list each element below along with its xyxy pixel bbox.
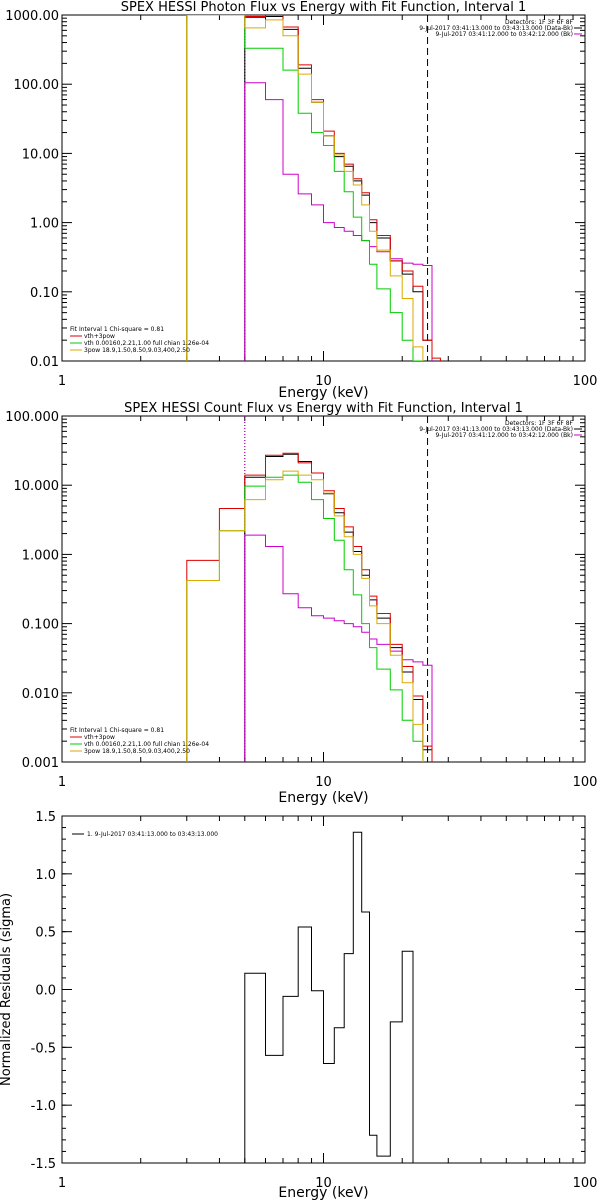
- series-line: [186, 470, 424, 762]
- series-line: [244, 16, 433, 361]
- y-tick-label: 100.000: [5, 410, 59, 425]
- legend-entry: 1. 9-Jul-2017 03:41:13.000 to 03:43:13.0…: [87, 831, 218, 838]
- y-tick-label: 0.100: [22, 618, 59, 633]
- x-tick-label: 100: [573, 1176, 598, 1191]
- series-line: [186, 15, 424, 361]
- plot-frame: [61, 14, 586, 362]
- chart-title: SPEX HESSI Count Flux vs Energy with Fit…: [124, 401, 523, 416]
- series-line: [186, 15, 424, 361]
- series-3pow: [186, 470, 424, 762]
- series-residuals: [244, 831, 432, 1163]
- x-tick-label: 100: [573, 374, 598, 389]
- legend-entry: vth 0.00160,2.21,1.00 full chian 1.26e-0…: [84, 340, 209, 347]
- y-tick-label: -0.5: [31, 1041, 56, 1056]
- series-line: [244, 534, 433, 762]
- x-axis-label: Energy (keV): [278, 790, 368, 806]
- chart-title: SPEX HESSI Photon Flux vs Energy with Fi…: [121, 0, 527, 15]
- x-axis-label: Energy (keV): [278, 385, 368, 401]
- series-line: [186, 15, 441, 361]
- info-line: 9-Jul-2017 03:41:13.000 to 03:43:13.000 …: [419, 25, 573, 32]
- y-tick-label: 0.0: [35, 984, 56, 999]
- series-vth: [186, 15, 424, 361]
- series-bk: [244, 534, 433, 762]
- info-line: Detectors: 1F 3F 6F 8F: [505, 420, 574, 427]
- x-axis-label: Energy (keV): [278, 1185, 368, 1200]
- plot-frame: [61, 415, 586, 763]
- chart-panel-1: SPEX HESSI Photon Flux vs Energy with Fi…: [5, 0, 597, 401]
- series-3pow: [186, 15, 424, 361]
- legend-entry: vth+3pow: [84, 734, 115, 741]
- y-tick-label: 0.10: [30, 286, 59, 301]
- info-line: 9-Jul-2017 03:41:12.000 to 03:42:12.000 …: [435, 432, 573, 439]
- y-tick-label: -1.5: [31, 1157, 56, 1172]
- series-vth-3pow: [186, 452, 433, 762]
- x-tick-label: 1: [58, 374, 66, 389]
- y-tick-label: 1.00: [30, 217, 59, 232]
- series-bk: [244, 82, 433, 361]
- chart-panel-3: Energy (keV) Normalized Residuals (sigma)…: [0, 810, 597, 1200]
- plot-frame: [61, 815, 586, 1164]
- y-tick-label: 0.01: [30, 355, 59, 370]
- x-tick-label: 1: [58, 1176, 66, 1191]
- legend-entry: 3pow 18.9,1.50,8.50,9.03,400,2.50: [84, 347, 190, 354]
- x-tick-label: 1: [58, 775, 66, 790]
- series-line: [244, 831, 432, 1163]
- legend-entry: vth+3pow: [84, 333, 115, 340]
- info-line: Detectors: 1F 3F 6F 8F: [505, 19, 574, 26]
- y-tick-label: 1.5: [35, 810, 56, 825]
- y-tick-label: 10.000: [14, 479, 60, 494]
- legend-entry: 3pow 18.9,1.50,8.50,9.03,400,2.50: [84, 748, 190, 755]
- series-vth: [186, 474, 424, 762]
- x-tick-label: 10: [315, 374, 332, 389]
- x-tick-label: 100: [573, 775, 598, 790]
- y-tick-label: 1000.00: [5, 9, 59, 24]
- series-line: [186, 474, 424, 762]
- legend-entry: vth 0.00160,2.21,1.00 full chian 1.26e-0…: [84, 741, 209, 748]
- y-tick-label: -1.0: [31, 1099, 56, 1114]
- y-tick-label: 0.010: [22, 687, 59, 702]
- y-tick-label: 0.5: [35, 926, 56, 941]
- series-line: [244, 82, 433, 361]
- legend-header: Fit Interval 1 Chi-square = 0.81: [70, 326, 164, 333]
- info-line: 9-Jul-2017 03:41:12.000 to 03:42:12.000 …: [435, 31, 573, 38]
- y-tick-label: 100.00: [14, 78, 60, 93]
- y-tick-label: 10.00: [22, 147, 59, 162]
- series-line: [186, 452, 433, 762]
- x-tick-label: 10: [315, 1176, 332, 1191]
- chart-panel-2: SPEX HESSI Count Flux vs Energy with Fit…: [5, 401, 597, 806]
- legend-header: Fit Interval 1 Chi-square = 0.81: [70, 727, 164, 734]
- info-line: 9-Jul-2017 03:41:13.000 to 03:43:13.000 …: [419, 426, 573, 433]
- x-tick-label: 10: [315, 775, 332, 790]
- series-data-bk: [244, 16, 433, 361]
- y-tick-label: 0.001: [22, 756, 59, 771]
- series-vth-3pow: [186, 15, 441, 361]
- y-tick-label: 1.0: [35, 868, 56, 883]
- y-axis-label: Normalized Residuals (sigma): [0, 893, 14, 1086]
- y-tick-label: 1.000: [22, 548, 59, 563]
